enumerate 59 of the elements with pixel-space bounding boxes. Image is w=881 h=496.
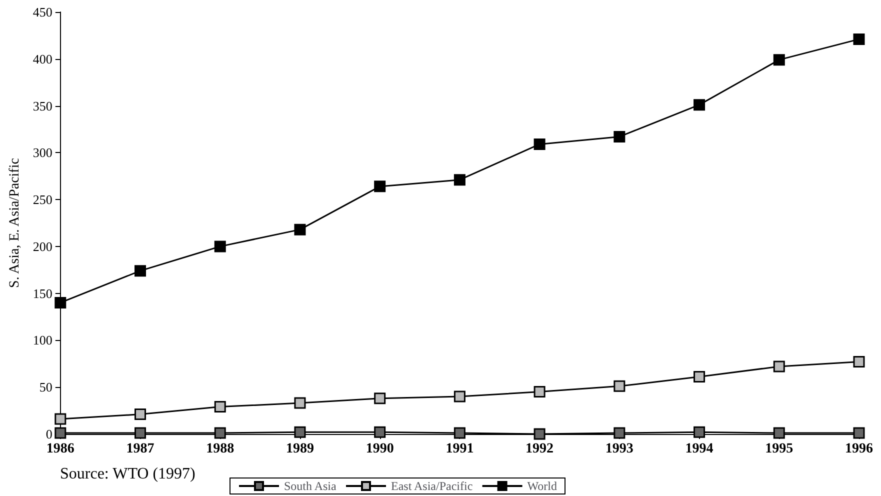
point bbox=[374, 180, 386, 192]
point bbox=[294, 397, 306, 409]
point bbox=[773, 360, 785, 372]
point bbox=[773, 54, 785, 66]
point bbox=[294, 426, 306, 438]
source-note: Source: WTO (1997) bbox=[60, 466, 196, 482]
y-tick-label: 400 bbox=[32, 51, 52, 66]
legend-label: World bbox=[527, 479, 558, 493]
point bbox=[454, 427, 466, 439]
point bbox=[54, 427, 66, 439]
x-tick-label: 1991 bbox=[446, 442, 474, 456]
point bbox=[214, 427, 226, 439]
x-tick-label: 1988 bbox=[206, 442, 234, 456]
y-tick-label: 300 bbox=[32, 145, 52, 160]
y-tick-label: 450 bbox=[32, 4, 52, 20]
point bbox=[214, 401, 226, 413]
y-tick-label: 250 bbox=[32, 192, 52, 208]
point bbox=[534, 138, 546, 150]
point bbox=[773, 427, 785, 439]
x-tick-label: 1992 bbox=[526, 442, 554, 456]
x-tick-label: 1994 bbox=[685, 442, 714, 456]
point bbox=[374, 426, 386, 438]
point bbox=[694, 426, 706, 438]
point bbox=[374, 392, 386, 404]
point bbox=[54, 413, 66, 425]
x-tick-label: 1993 bbox=[605, 442, 634, 456]
point bbox=[694, 371, 706, 383]
y-axis-title: S. Asia, E. Asia/Pacific bbox=[8, 158, 22, 288]
point bbox=[214, 240, 226, 252]
point bbox=[614, 130, 626, 142]
y-tick-label: 100 bbox=[32, 332, 52, 348]
point bbox=[614, 427, 626, 439]
x-tick-label: 1989 bbox=[286, 442, 314, 456]
point bbox=[294, 224, 306, 236]
point bbox=[534, 428, 546, 440]
point bbox=[134, 427, 146, 439]
y-tick-label: 50 bbox=[39, 380, 52, 395]
x-tick-label: 1996 bbox=[845, 442, 873, 456]
point bbox=[614, 380, 626, 392]
y-tick-label: 350 bbox=[32, 98, 52, 114]
x-tick-label: 1990 bbox=[366, 442, 394, 456]
point bbox=[134, 265, 146, 277]
legend-label: East Asia/Pacific bbox=[391, 479, 473, 493]
point bbox=[134, 408, 146, 420]
y-tick-label: 200 bbox=[32, 238, 52, 254]
y-tick-label: 150 bbox=[32, 286, 52, 301]
y-tick-label: 0 bbox=[46, 426, 52, 442]
legend-label: South Asia bbox=[284, 479, 338, 493]
x-tick-label: 1987 bbox=[126, 442, 154, 456]
point bbox=[853, 33, 865, 45]
point bbox=[454, 390, 466, 402]
point bbox=[534, 386, 546, 398]
x-tick-label: 1995 bbox=[765, 442, 794, 456]
point bbox=[853, 356, 865, 368]
point bbox=[853, 427, 865, 439]
point bbox=[54, 296, 66, 308]
point bbox=[454, 174, 466, 186]
point bbox=[694, 99, 706, 111]
x-tick-label: 1986 bbox=[46, 442, 74, 456]
